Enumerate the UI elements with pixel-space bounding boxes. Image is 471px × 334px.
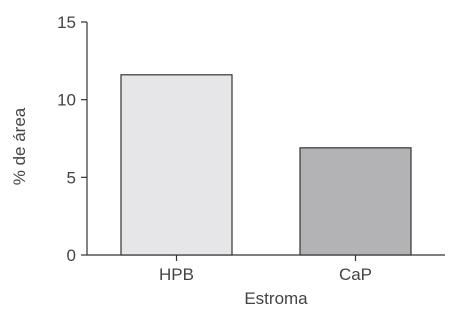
x-axis-title: Estroma — [244, 289, 308, 308]
x-tick-label: CaP — [339, 265, 372, 284]
bar-cap — [299, 147, 412, 256]
y-tick-label: 5 — [67, 168, 76, 187]
y-axis: 0 5 10 15 — [57, 13, 88, 265]
y-tick-label: 15 — [57, 13, 76, 32]
x-tick-labels: HPB CaP — [159, 265, 372, 284]
y-tick-label: 10 — [57, 91, 76, 110]
y-tick-label: 0 — [67, 246, 76, 265]
y-axis-title: % de área — [10, 107, 29, 185]
x-tick-label: HPB — [159, 265, 194, 284]
bars — [120, 74, 412, 256]
x-axis — [87, 254, 445, 261]
bar-hpb — [120, 74, 233, 256]
